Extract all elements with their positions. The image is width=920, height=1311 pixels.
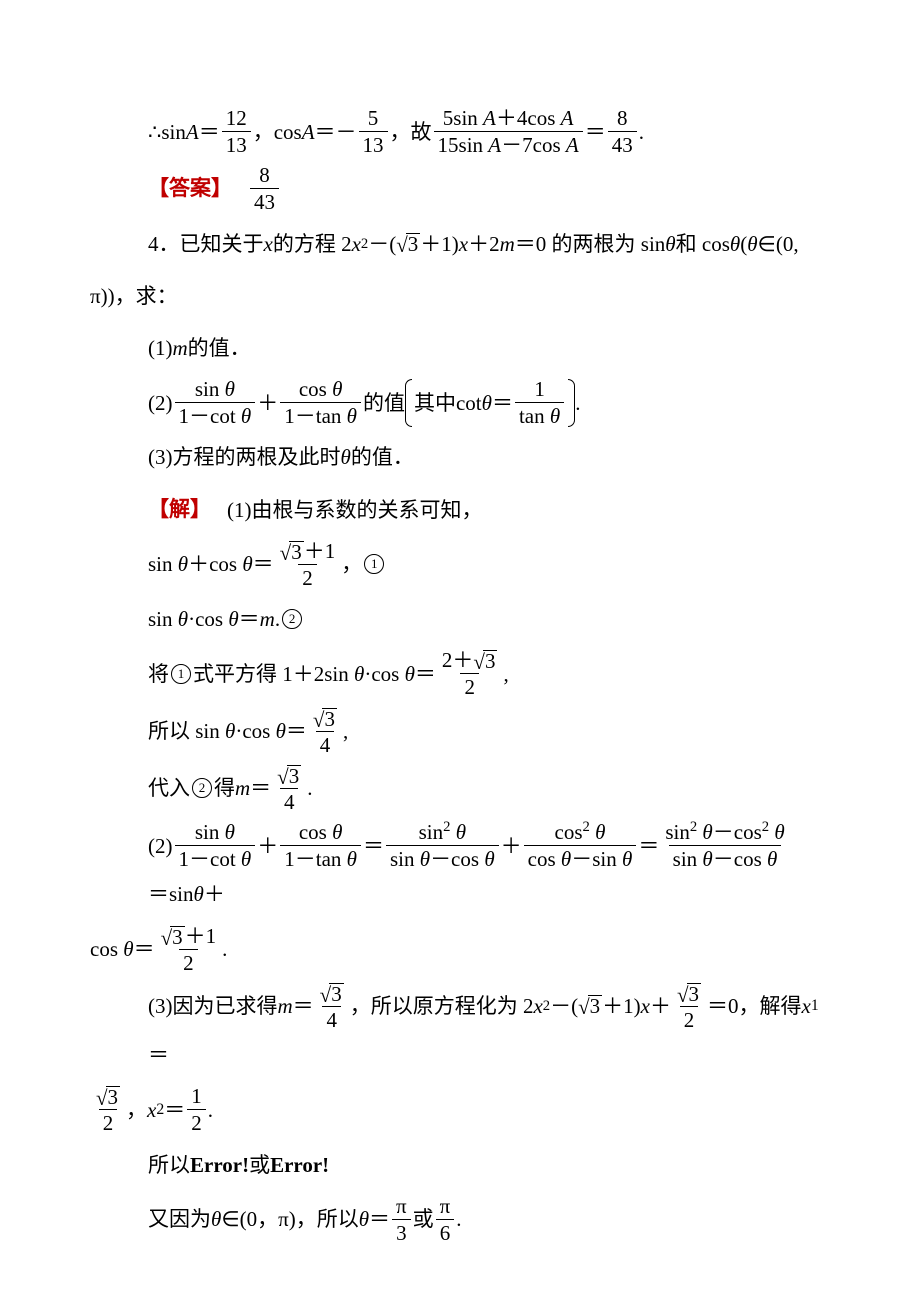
s1-sum: sin θ＋cos θ＝ √3＋1 2 ， 1 — [90, 539, 830, 590]
s2-line2: cos θ＝ √3＋1 2 . — [90, 924, 830, 975]
s1-square: 将1式平方得 1＋2sin θ·cos θ＝ 2＋√3 2 , — [90, 648, 830, 699]
circle-2-icon: 2 — [282, 609, 302, 629]
q2-frac1: sin θ 1－cot θ — [175, 377, 256, 428]
s1-sub: 代入2得 m ＝ √3 4 . — [90, 763, 830, 814]
p4-q3: (3)方程的两根及此时 θ 的值． — [90, 434, 830, 480]
q2-cot-frac: 1 tan θ — [515, 377, 564, 428]
answer-value: 8 43 — [250, 163, 279, 214]
answer-label: 【答案】 — [148, 166, 232, 212]
rparen-icon — [568, 379, 575, 427]
solution-label: 【解】 — [148, 487, 211, 533]
therefore-text: ∴sin — [148, 109, 186, 155]
s3-line2: √3 2 ， x2 ＝ 1 2 . — [90, 1084, 830, 1135]
s3-final: 又因为 θ ∈(0，π)，所以 θ ＝ π 3 或 π 6 . — [90, 1194, 830, 1245]
s1-so: 所以 sin θ·cos θ＝ √3 4 , — [90, 706, 830, 757]
p4-stem-line2: π))，求： — [90, 273, 830, 319]
p4-stem-line1: 4．已知关于 x 的方程 2 x2 －( √3 ＋1) x ＋2 m ＝0 的两… — [90, 221, 830, 267]
q2-frac2: cos θ 1－tan θ — [280, 377, 361, 428]
var-A: A — [186, 109, 199, 155]
p4-q1: (1) m 的值． — [90, 325, 830, 371]
lparen-icon — [405, 379, 412, 427]
p4-q2: (2) sin θ 1－cot θ ＋ cos θ 1－tan θ 的值 其中c… — [90, 377, 830, 428]
p3-conclusion: ∴sin A ＝ 12 13 ， cos A ＝－ 5 13 ， 故 5sin … — [90, 106, 830, 157]
cosA-frac: 5 13 — [359, 106, 388, 157]
document-page: ∴sin A ＝ 12 13 ， cos A ＝－ 5 13 ， 故 5sin … — [0, 0, 920, 1311]
s2-line1: (2) sin θ 1－cot θ ＋ cos θ 1－tan θ ＝ sin2… — [90, 820, 830, 917]
ratio-frac: 5sin A＋4cos A 15sin A－7cos A — [434, 106, 583, 157]
error-text-2: Error! — [270, 1142, 329, 1188]
s3-error: 所以 Error! 或 Error! — [90, 1142, 830, 1188]
p3-answer-line: 【答案】 8 43 — [90, 163, 830, 214]
s1-prod: sin θ·cos θ＝ m . 2 — [90, 596, 830, 642]
sinA-frac: 12 13 — [222, 106, 251, 157]
solution-intro: 【解】 (1)由根与系数的关系可知， — [90, 487, 830, 533]
error-text-1: Error! — [190, 1142, 249, 1188]
ratio-val: 8 43 — [608, 106, 637, 157]
circle-1-icon: 1 — [364, 554, 384, 574]
s3-line1: (3)因为已求得 m ＝ √3 4 ，所以原方程化为 2 x2 －( √3 ＋1… — [90, 981, 830, 1078]
